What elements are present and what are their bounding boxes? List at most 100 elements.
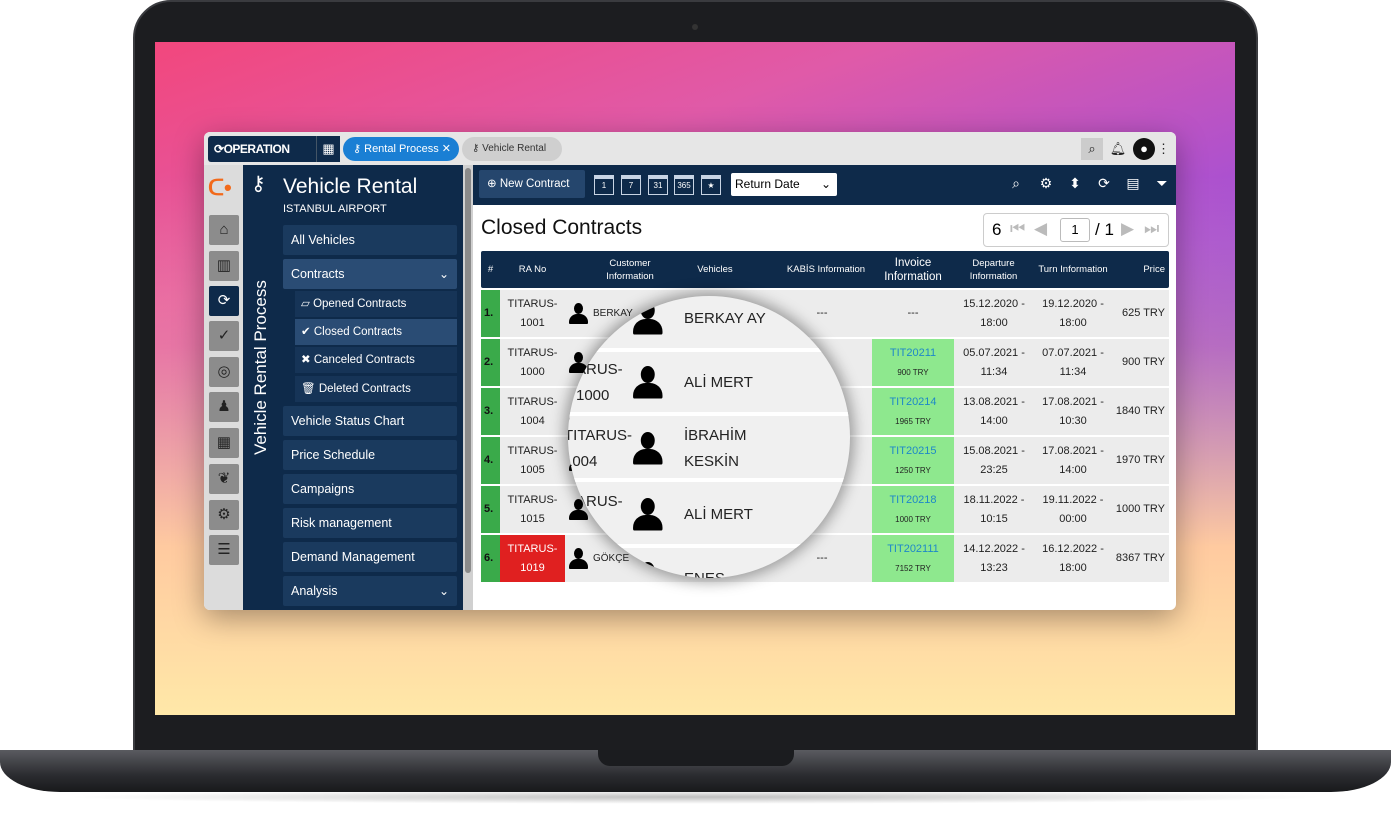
ra-number[interactable]: TITARUS-1001: [507, 297, 558, 329]
page-input[interactable]: 1: [1060, 218, 1090, 242]
departure-cell: 18.11.2022 - 10:15: [963, 493, 1025, 525]
calendar-custom-button[interactable]: ★: [701, 175, 721, 195]
user-icon[interactable]: ●: [1133, 138, 1155, 160]
invoice-link[interactable]: TIT20218: [889, 493, 937, 506]
apps-grid-icon[interactable]: ▦: [316, 136, 340, 162]
home-icon[interactable]: ⌂: [209, 215, 239, 245]
sidebar-item-vehicle-status-chart[interactable]: Vehicle Status Chart: [283, 406, 457, 436]
price-cell: 900 TRY: [1121, 356, 1165, 368]
sidebar-item-analysis[interactable]: Analysis ⌄: [283, 576, 457, 606]
close-icon[interactable]: ✕: [441, 143, 451, 155]
invoice-link[interactable]: ---: [907, 307, 919, 319]
col-vehicles[interactable]: Vehicles: [697, 264, 733, 275]
search-icon[interactable]: ⌕: [1012, 175, 1020, 191]
nav-subtitle: ISTANBUL AIRPORT: [283, 203, 387, 215]
calendar-1-day-button[interactable]: 1: [594, 175, 614, 195]
price-cell: 1970 TRY: [1115, 454, 1165, 466]
check-icon: ✔: [301, 326, 311, 338]
magnified-row: ARUS- 5 ALİ MERT: [568, 486, 850, 548]
next-page-icon[interactable]: ▶: [1121, 219, 1135, 238]
page-title: Closed Contracts: [481, 216, 643, 239]
prev-page-icon[interactable]: ◀: [1034, 219, 1048, 238]
gear-icon[interactable]: ⚙: [1039, 175, 1053, 191]
sliders-icon[interactable]: ☰: [209, 535, 239, 565]
col-ra-no[interactable]: RA No: [518, 264, 547, 275]
sidebar-item-opened-contracts[interactable]: ▱ Opened Contracts: [295, 291, 457, 317]
sidebar-item-risk-management[interactable]: Risk management: [283, 508, 457, 538]
first-page-icon[interactable]: ⏮: [1010, 219, 1026, 238]
person-icon: [633, 561, 661, 578]
check-icon[interactable]: ✓: [209, 321, 239, 351]
sidebar-item-closed-contracts[interactable]: ✔ Closed Contracts: [295, 319, 457, 345]
sort-icon[interactable]: ⬍: [1069, 175, 1081, 191]
ra-number[interactable]: TITARUS-1000: [507, 346, 558, 378]
ra-number[interactable]: TITARUS-1015: [507, 493, 558, 525]
ra-number[interactable]: TITARUS-1019: [500, 535, 565, 582]
col-price[interactable]: Price: [1143, 264, 1165, 275]
search-icon[interactable]: ⌕: [1081, 138, 1103, 160]
chevron-down-icon: ⌄: [820, 177, 831, 191]
invoice-link[interactable]: TIT20211: [889, 346, 937, 359]
sidebar-nav: Vehicle Rental ISTANBUL AIRPORT All Vehi…: [275, 165, 463, 610]
person-icon: [569, 302, 588, 325]
camera: [692, 24, 698, 30]
sidebar-item-canceled-contracts[interactable]: ✖ Canceled Contracts: [295, 347, 457, 373]
calculator-icon[interactable]: ▦: [209, 428, 239, 458]
customer-cell: GÖKÇE: [569, 535, 669, 582]
refresh-icon[interactable]: ⟳: [1098, 175, 1110, 191]
sidebar-item-price-schedule[interactable]: Price Schedule: [283, 440, 457, 470]
calendar-31-day-button[interactable]: 31: [648, 175, 668, 195]
departure-cell: 15.12.2020 - 18:00: [963, 297, 1025, 329]
sidebar-scrollbar[interactable]: [463, 165, 473, 610]
module-button[interactable]: ⟳OPERATION: [208, 136, 316, 162]
date-filter-select[interactable]: Return Date ⌄: [731, 173, 837, 196]
process-label: Vehicle Rental Process: [251, 280, 270, 455]
tab-vehicle-rental[interactable]: ⚷ Vehicle Rental: [462, 137, 562, 161]
building-icon[interactable]: ▥: [209, 251, 239, 281]
invoice-cell: ---: [872, 290, 954, 337]
new-contract-button[interactable]: ⊕ New Contract: [479, 170, 585, 198]
gear-icon[interactable]: ⚙: [209, 500, 239, 530]
filter-icon[interactable]: ⏷: [1156, 175, 1168, 191]
magnified-customer-name: BERKAY AY: [684, 310, 766, 327]
col-departure[interactable]: Departure Information: [969, 257, 1018, 282]
calendar-7-day-button[interactable]: 7: [621, 175, 641, 195]
customer-cell: [569, 339, 669, 386]
sync-icon[interactable]: ⟳: [209, 286, 239, 316]
calendar-365-day-button[interactable]: 365: [674, 175, 694, 195]
invoice-link[interactable]: TIT202111: [887, 542, 939, 555]
invoice-link[interactable]: TIT20215: [889, 444, 937, 457]
table-row[interactable]: 1. TITARUS-1001 BERKAY --- --- 15.12.202…: [481, 290, 1169, 337]
bell-icon[interactable]: 🔔︎: [1109, 141, 1127, 156]
user-icon[interactable]: ♟: [209, 392, 239, 422]
leaf-icon[interactable]: ❦: [209, 464, 239, 494]
sidebar-item-contracts[interactable]: Contracts ⌄: [283, 259, 457, 289]
col-index: #: [487, 264, 494, 275]
ra-number[interactable]: TITARUS-1004: [507, 395, 558, 427]
sidebar-item-deleted-contracts[interactable]: 🗑︎ Deleted Contracts: [295, 376, 457, 402]
col-invoice[interactable]: Invoice Information: [884, 256, 942, 283]
magnified-ra: TITARUS- 1004: [568, 427, 633, 470]
col-kabis[interactable]: KABİS Information: [786, 264, 866, 275]
sidebar-item-all-vehicles[interactable]: All Vehicles: [283, 225, 457, 255]
export-icon[interactable]: ▤: [1126, 175, 1140, 191]
departure-cell: 15.08.2021 - 23:25: [963, 444, 1025, 476]
x-icon: ✖: [301, 354, 311, 366]
col-customer[interactable]: Customer Information: [606, 257, 654, 282]
invoice-link[interactable]: TIT20214: [889, 395, 937, 408]
customer-name[interactable]: BERKAY: [593, 308, 633, 319]
customer-name[interactable]: GÖKÇE: [593, 553, 630, 564]
sidebar-item-demand-management[interactable]: Demand Management: [283, 542, 457, 572]
col-turn[interactable]: Turn Information: [1038, 264, 1108, 275]
sidebar-item-campaigns[interactable]: Campaigns: [283, 474, 457, 504]
more-icon[interactable]: ⋮: [1157, 141, 1170, 156]
departure-cell: 14.12.2022 - 13:23: [963, 542, 1025, 574]
table-row[interactable]: 6. TITARUS-1019 GÖKÇE --- TIT202111 7152 …: [481, 535, 1169, 582]
tab-rental-process[interactable]: ⚷ Rental Process ✕: [343, 137, 459, 161]
person-icon: [569, 547, 588, 570]
ra-number[interactable]: TITARUS-1005: [507, 444, 558, 476]
magnified-row: ARUS- 1000 ALİ MERT: [568, 354, 850, 416]
invoice-amount: 1000 TRY: [895, 514, 931, 524]
globe-icon[interactable]: ◎: [209, 357, 239, 387]
last-page-icon[interactable]: ⏭: [1144, 219, 1160, 238]
